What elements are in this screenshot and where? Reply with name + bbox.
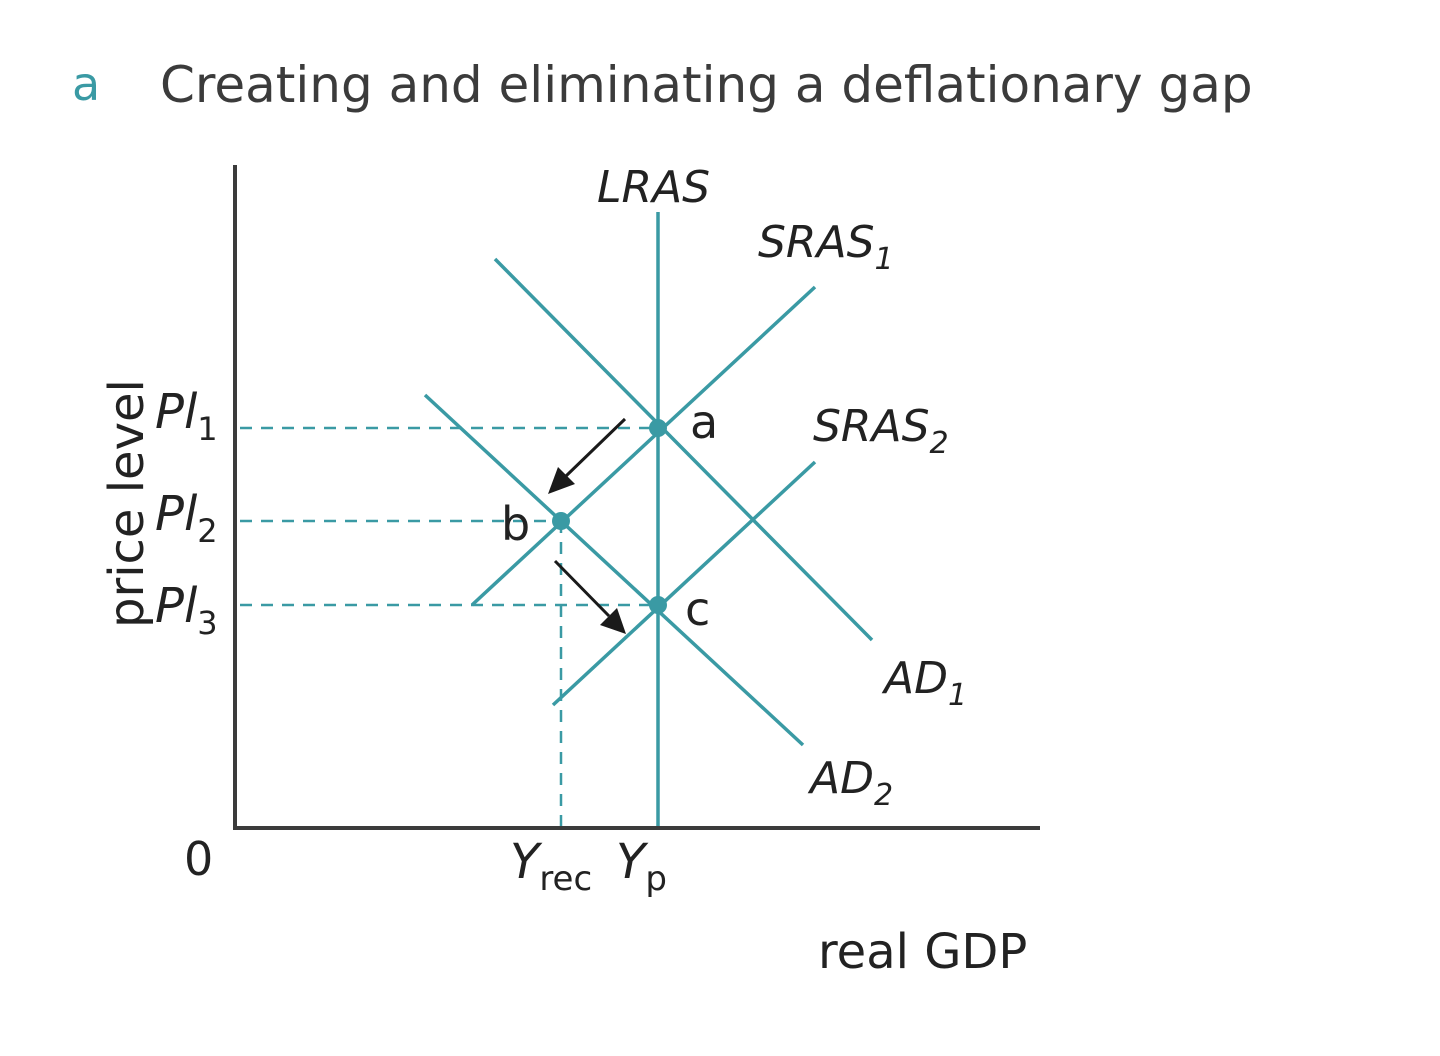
ad2-curve [423,393,805,747]
arrow-b-to-c-shaft [553,559,611,618]
figure-letter: a [72,57,100,111]
sras2-label: SRAS2 [813,401,949,461]
sras1-label: SRAS1 [758,217,894,277]
lras-label: LRAS [597,162,710,213]
point-c-label: c [685,582,710,636]
arrow-b-to-c-head [600,608,626,634]
point-c-marker [649,596,667,614]
x-axis-title: real GDP [818,924,1027,980]
arrow-a-to-b-head [548,467,575,494]
arrow-a-to-b-shaft [564,417,627,478]
ad2-label: AD2 [807,753,893,813]
figure-title: Creating and eliminating a deflationary … [160,56,1253,114]
pl1-tick-label: Pl1 [155,384,218,448]
point-a-label: a [690,395,718,449]
pl2-tick-label: Pl2 [155,486,218,550]
point-b-marker [552,512,570,530]
point-b-label: b [501,497,530,551]
yrec-tick-label: Yrec [510,834,592,899]
y-axis-title: price level [99,379,155,628]
sras1-curve [470,285,817,607]
ad1-curve [493,257,874,642]
sras2-curve [551,460,817,707]
ad1-label: AD1 [881,653,967,713]
yp-tick-label: Yp [616,834,667,899]
pl3-tick-label: Pl3 [155,578,218,642]
point-a-marker [649,419,667,437]
origin-label: 0 [184,832,213,886]
